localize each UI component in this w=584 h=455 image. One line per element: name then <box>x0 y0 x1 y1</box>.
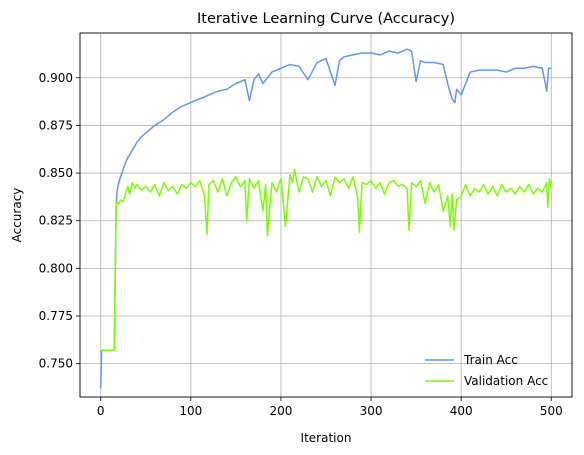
x-tick-label: 200 <box>269 404 292 418</box>
y-tick-label: 0.850 <box>39 166 73 180</box>
legend-label: Validation Acc <box>464 374 548 388</box>
x-tick-label: 300 <box>360 404 383 418</box>
legend-label: Train Acc <box>463 353 518 367</box>
ticks: 0 100 200 300 400 500 0.750 0.775 0.800 0.825 0.85… <box>39 71 563 418</box>
x-tick-label: 100 <box>179 404 202 418</box>
y-tick-label: 0.800 <box>39 261 73 275</box>
y-axis-title: Accuracy <box>10 188 24 243</box>
legend: Train Acc Validation Acc <box>425 353 548 388</box>
x-tick-label: 0 <box>97 404 105 418</box>
y-tick-label: 0.875 <box>39 118 73 132</box>
y-tick-label: 0.825 <box>39 214 73 228</box>
y-tick-label: 0.900 <box>39 71 73 85</box>
series-line-train-acc <box>99 48 552 389</box>
x-tick-label: 400 <box>450 404 473 418</box>
plot-frame <box>79 32 573 398</box>
series-line-validation-acc <box>100 168 553 352</box>
series-layer <box>99 48 553 389</box>
x-axis-title: Iteration <box>301 431 352 445</box>
y-tick-label: 0.750 <box>39 357 73 371</box>
x-tick-label: 500 <box>540 404 563 418</box>
chart-title: Iterative Learning Curve (Accuracy) <box>197 11 455 27</box>
y-tick-label: 0.775 <box>39 309 73 323</box>
grid <box>80 33 572 397</box>
